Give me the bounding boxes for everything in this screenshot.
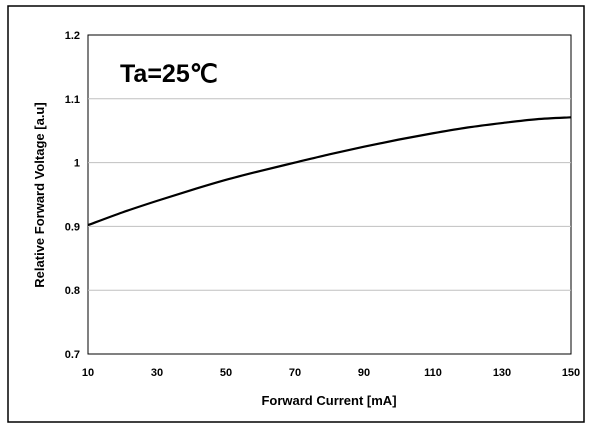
series-line bbox=[87, 116, 572, 227]
y-tick-label: 1 bbox=[74, 158, 80, 170]
y-tick-label: 0.8 bbox=[65, 285, 80, 297]
x-axis-title: Forward Current [mA] bbox=[261, 393, 396, 408]
x-tick-label: 30 bbox=[151, 367, 163, 379]
y-tick-label: 0.9 bbox=[65, 221, 80, 233]
annotation-label: Ta=25℃ bbox=[120, 60, 218, 88]
y-tick-label: 0.7 bbox=[65, 349, 80, 361]
grid-lines bbox=[88, 98, 571, 291]
x-tick-labels: 10 30 50 70 90 110 130 150 bbox=[82, 367, 580, 379]
x-tick-label: 150 bbox=[562, 367, 580, 379]
x-tick-label: 110 bbox=[424, 367, 442, 379]
x-tick-label: 50 bbox=[220, 367, 232, 379]
y-tick-labels: 0.7 0.8 0.9 1 1.1 1.2 bbox=[65, 30, 80, 361]
y-tick-label: 1.1 bbox=[65, 94, 80, 106]
y-axis-title: Relative Forward Voltage [a.u] bbox=[32, 102, 47, 287]
x-tick-label: 70 bbox=[289, 367, 301, 379]
plot-area bbox=[87, 34, 572, 355]
x-tick-label: 10 bbox=[82, 367, 94, 379]
x-tick-label: 90 bbox=[358, 367, 370, 379]
series-lines bbox=[87, 116, 572, 227]
x-tick-label: 130 bbox=[493, 367, 511, 379]
y-tick-label: 1.2 bbox=[65, 30, 80, 42]
